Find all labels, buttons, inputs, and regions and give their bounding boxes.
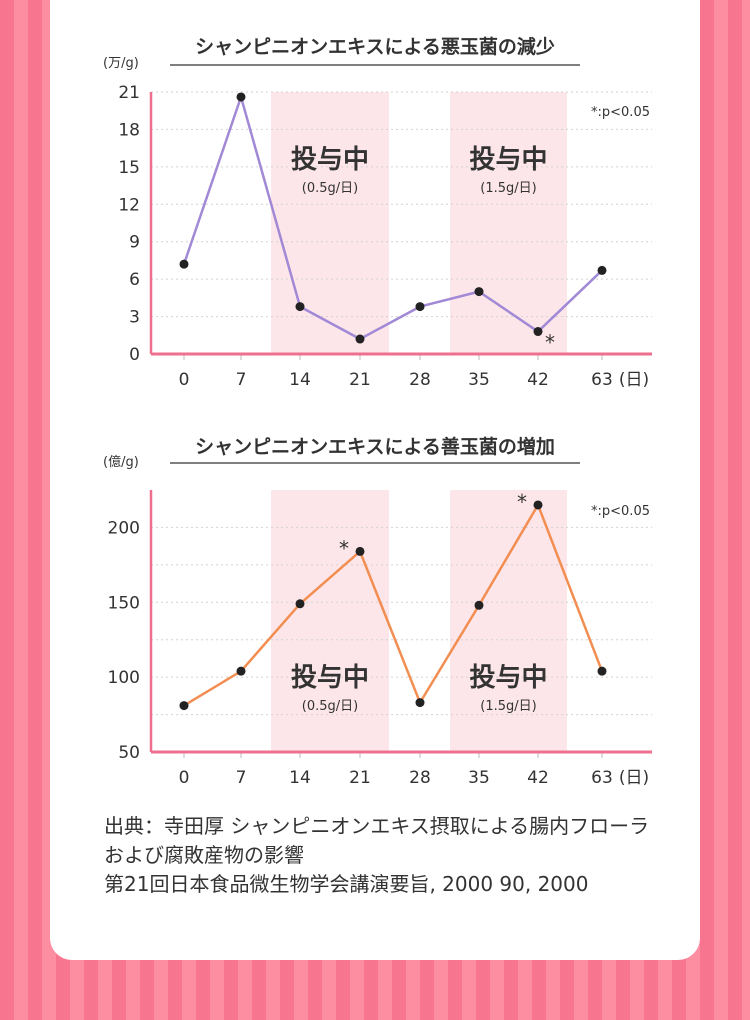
y-tick-label: 0 [129, 345, 140, 365]
dosing-band [271, 92, 389, 354]
dosing-dose-label: (1.5g/日) [480, 699, 536, 714]
data-point [415, 302, 425, 312]
x-tick-label: 28 [409, 370, 431, 390]
x-tick-label: 14 [289, 370, 311, 390]
y-tick-label: 18 [118, 120, 140, 140]
y-tick-label: 150 [108, 593, 140, 613]
source-line-2: および腐敗産物の影響 [104, 843, 304, 867]
data-point [236, 666, 246, 676]
data-point [355, 546, 365, 556]
source-citation: 出典：寺田厚 シャンピニオンエキス摂取による腸内フローラ および腐敗産物の影響 … [104, 812, 694, 899]
data-point [236, 92, 246, 102]
x-unit-label: (日) [619, 768, 649, 788]
dosing-dose-label: (0.5g/日) [302, 181, 358, 196]
dosing-band [271, 490, 389, 752]
dosing-dose-label: (0.5g/日) [302, 699, 358, 714]
data-point [533, 500, 543, 510]
data-point [295, 599, 305, 609]
y-tick-label: 100 [108, 668, 140, 688]
dosing-label: 投与中 [469, 145, 547, 175]
x-tick-label: 14 [289, 768, 311, 788]
y-tick-label: 15 [118, 158, 140, 178]
dosing-band [450, 92, 567, 354]
data-point [533, 327, 543, 337]
y-tick-label: 200 [108, 518, 140, 538]
x-tick-label: 7 [236, 768, 247, 788]
significance-note: *:p<0.05 [591, 504, 650, 519]
significance-star: * [339, 536, 349, 560]
x-tick-label: 28 [409, 768, 431, 788]
data-point [355, 334, 365, 344]
series-line [183, 503, 604, 707]
y-tick-label: 3 [129, 308, 140, 328]
x-tick-label: 0 [179, 370, 190, 390]
data-point [179, 259, 189, 269]
x-tick-label: 0 [179, 768, 190, 788]
y-tick-label: 21 [118, 83, 140, 103]
x-tick-label: 63 [591, 370, 613, 390]
y-unit-label: (万/g) [103, 56, 139, 71]
y-unit-label: (億/g) [103, 454, 139, 470]
data-point [597, 666, 607, 676]
dosing-label: 投与中 [291, 663, 369, 693]
data-point [179, 701, 189, 711]
chart-title: シャンピニオンエキスによる善玉菌の増加 [195, 435, 555, 458]
data-point [597, 265, 607, 275]
y-tick-label: 50 [118, 743, 140, 763]
data-point [415, 698, 425, 708]
x-tick-label: 7 [236, 370, 247, 390]
series-line [182, 95, 603, 341]
x-tick-label: 35 [468, 768, 490, 788]
y-tick-label: 6 [129, 270, 140, 290]
significance-note: *:p<0.05 [591, 105, 650, 120]
y-tick-label: 9 [129, 233, 140, 253]
bad-bacteria-chart: シャンピニオンエキスによる悪玉菌の減少 (万/g) 0 3 6 9 12 15 18 21 0 7 14… [103, 35, 652, 390]
significance-star: * [517, 490, 527, 514]
x-tick-label: 21 [349, 768, 371, 788]
x-tick-label: 42 [527, 768, 549, 788]
dosing-label: 投与中 [291, 145, 369, 175]
data-point [295, 302, 305, 312]
dosing-dose-label: (1.5g/日) [480, 181, 536, 196]
data-point [474, 600, 484, 610]
x-unit-label: (日) [619, 370, 649, 390]
x-tick-label: 63 [591, 768, 613, 788]
x-tick-label: 42 [527, 370, 549, 390]
dosing-label: 投与中 [469, 663, 547, 693]
significance-star: * [545, 331, 555, 355]
source-line-3: 第21回日本食品微生物学会講演要旨, 2000 90, 2000 [104, 872, 589, 896]
good-bacteria-chart: シャンピニオンエキスによる善玉菌の増加 (億/g) 50 100 150 200 0 7 14 2… [103, 435, 652, 788]
source-line-1: 出典：寺田厚 シャンピニオンエキス摂取による腸内フローラ [104, 814, 650, 838]
chart-title: シャンピニオンエキスによる悪玉菌の減少 [195, 35, 555, 58]
data-point [474, 287, 484, 297]
x-tick-label: 21 [349, 370, 371, 390]
y-tick-label: 12 [118, 195, 140, 215]
x-tick-label: 35 [468, 370, 490, 390]
